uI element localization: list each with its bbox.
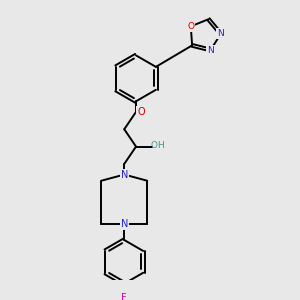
Text: N: N [218,29,224,38]
Text: O: O [137,107,145,118]
Text: N: N [121,169,128,180]
Text: H: H [157,141,164,150]
Text: O: O [187,22,194,31]
Text: N: N [207,46,214,55]
Text: O: O [150,141,157,150]
Text: N: N [121,219,128,230]
Text: F: F [122,293,127,300]
